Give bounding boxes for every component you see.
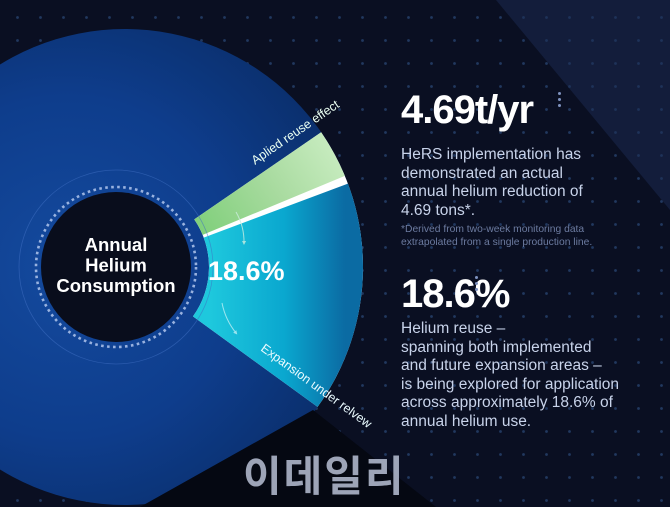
svg-text:Helium: Helium bbox=[85, 255, 147, 276]
svg-text:Consumption: Consumption bbox=[56, 275, 175, 296]
svg-text:Annual: Annual bbox=[85, 234, 148, 255]
svg-text:18.6%: 18.6% bbox=[208, 256, 285, 286]
